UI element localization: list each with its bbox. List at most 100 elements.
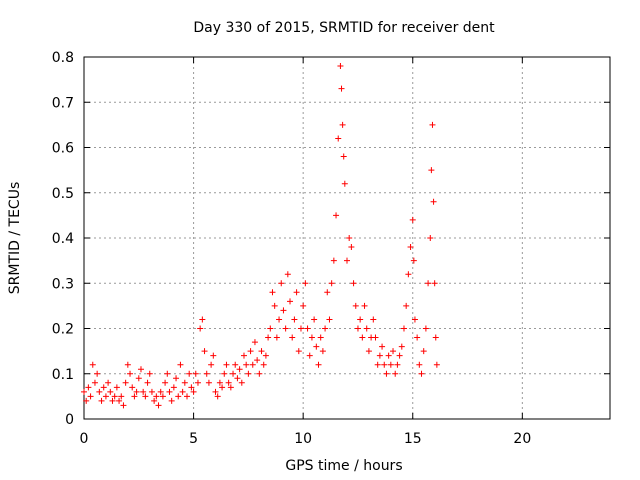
data-point [159,393,166,400]
x-tick-label: 15 [404,431,422,447]
data-point [405,271,412,278]
data-point [247,348,254,355]
y-tick-label: 0.2 [52,322,74,338]
data-point [148,388,155,395]
data-point [83,397,90,404]
data-point [324,289,331,296]
data-point [219,384,226,391]
data-point [416,361,423,368]
y-tick-label: 0.6 [52,141,74,157]
data-point [328,280,335,287]
data-point [411,316,418,323]
data-point [201,348,208,355]
data-point [341,180,348,187]
data-point [335,135,342,142]
data-point [418,370,425,377]
data-point [306,352,313,359]
data-point [133,388,140,395]
data-point [107,388,114,395]
data-point [151,397,158,404]
data-point [282,325,289,332]
data-point [113,384,120,391]
data-point [137,366,144,373]
data-point [251,339,258,346]
data-point [319,348,326,355]
data-point [100,384,107,391]
data-point [409,216,416,223]
data-point [89,361,96,368]
data-point [203,370,210,377]
data-point [363,325,370,332]
data-point [214,393,221,400]
data-point [232,361,239,368]
data-point [293,289,300,296]
data-point [146,370,153,377]
data-point [400,325,407,332]
x-axis-label: GPS time / hours [285,458,402,474]
data-point [302,280,309,287]
data-point [243,361,250,368]
data-point [284,271,291,278]
data-point [308,334,315,341]
data-point [430,198,437,205]
data-point [317,334,324,341]
data-point [168,397,175,404]
data-point [230,370,237,377]
data-point [387,361,394,368]
data-point [381,361,388,368]
data-point [208,361,215,368]
y-tick-label: 0.5 [52,186,74,202]
data-point [396,352,403,359]
data-point [262,352,269,359]
data-point [96,388,103,395]
data-point [385,352,392,359]
data-point [186,370,193,377]
data-point [432,334,439,341]
data-point [91,379,98,386]
data-point [238,379,245,386]
data-point [81,388,87,395]
data-point [221,370,228,377]
data-point [170,384,177,391]
data-point [194,379,201,386]
data-point [256,370,263,377]
data-point [379,343,386,350]
chart-title: Day 330 of 2015, SRMTID for receiver den… [193,20,495,36]
data-point [184,393,191,400]
data-point [98,397,105,404]
data-point [339,121,346,128]
data-point [118,393,125,400]
x-tick-labels: 0 5 10 15 20 [80,431,532,447]
data-point [354,325,361,332]
data-point [212,388,219,395]
axis-ticks [83,56,610,420]
y-tick-labels: 0 0.1 0.2 0.3 0.4 0.5 0.6 0.7 0.8 [52,50,74,428]
data-point [311,316,318,323]
data-point [164,370,171,377]
data-point [372,334,379,341]
data-point [199,316,206,323]
data-point [197,325,204,332]
data-point [429,121,436,128]
data-point [350,280,357,287]
data-points [81,63,440,409]
data-point [273,334,280,341]
data-point [346,235,353,241]
data-point [166,388,173,395]
data-point [297,325,304,332]
data-point [276,316,283,323]
data-point [188,384,195,391]
data-point [135,375,142,382]
data-point [326,316,333,323]
data-point [124,361,131,368]
data-point [120,402,127,409]
data-point [267,325,274,332]
data-point [289,334,296,341]
data-point [155,402,162,409]
data-point [111,393,118,400]
data-point [357,316,364,323]
data-point [87,393,94,400]
data-point [344,257,350,264]
data-point [210,352,217,359]
